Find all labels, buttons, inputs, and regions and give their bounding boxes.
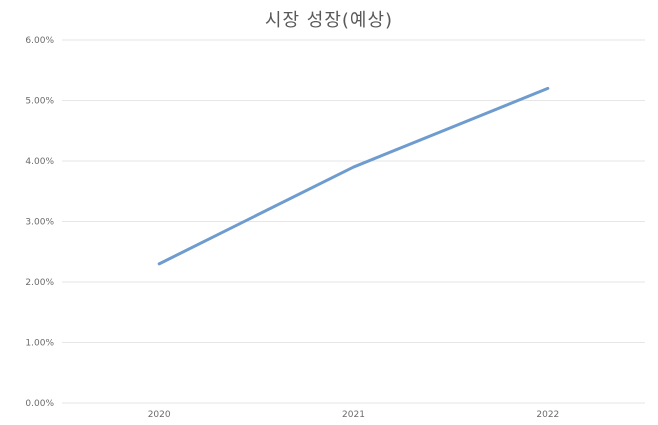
y-tick-label: 0.00% [25, 399, 54, 409]
chart-title: 시장 성장(예상) [264, 10, 394, 31]
x-tick-label: 2022 [536, 410, 559, 420]
series-line [157, 86, 550, 266]
x-tick-label: 2021 [342, 410, 365, 420]
y-tick-label: 6.00% [25, 36, 54, 46]
y-tick-label: 1.00% [25, 339, 54, 349]
y-tick-label: 3.00% [25, 218, 54, 228]
y-tick-label: 4.00% [25, 157, 54, 167]
x-tick-label: 2020 [148, 410, 171, 420]
y-tick-label: 5.00% [25, 97, 54, 107]
y-tick-label: 2.00% [25, 278, 54, 288]
